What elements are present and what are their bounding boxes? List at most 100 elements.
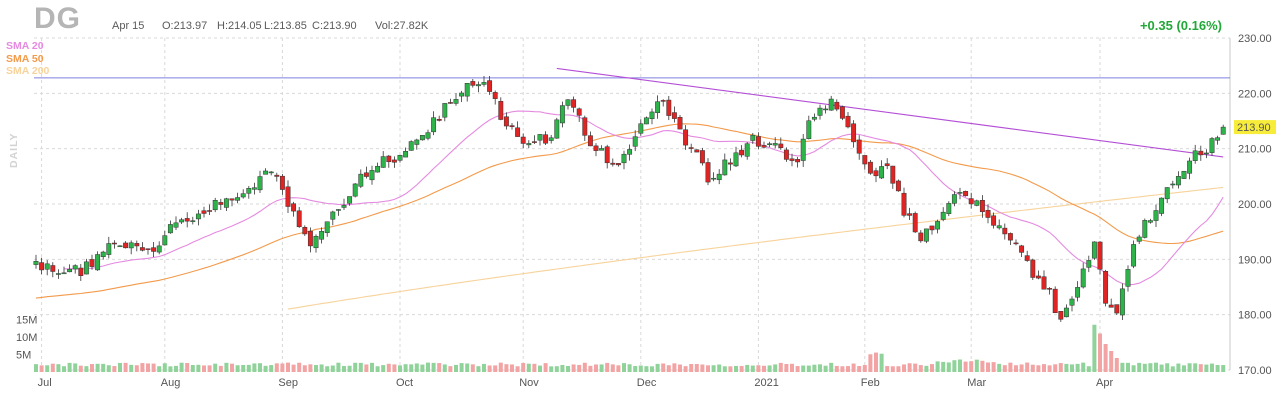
volume-bar [980,360,985,372]
volume-bar [274,363,279,372]
candle-body [834,101,840,110]
candle-body [347,196,353,204]
volume-bar [655,363,660,372]
volume-bar [801,365,806,372]
price-tick-label: 200.00 [1238,199,1272,211]
candle-body [957,192,963,194]
candle [711,172,717,182]
candle-body [593,145,599,151]
volume-bar [650,366,654,372]
candle [655,95,661,119]
candle [767,141,773,148]
volume-bar [851,363,856,372]
candle [358,169,364,189]
volume-bar [1103,344,1108,372]
volume-bar [672,363,677,372]
candle-body [117,245,123,248]
candle [571,96,577,113]
candle-body [184,218,190,222]
candle [856,135,862,160]
candle-body [968,198,974,205]
candle-body [1013,242,1019,245]
candle-body [55,273,61,275]
volume-bar [538,365,542,372]
volume-bar [784,364,789,372]
candle [907,207,913,221]
candle-body [767,143,773,145]
volume-bar [795,366,800,372]
candle [1007,232,1013,245]
candle-body [33,261,39,265]
volume-tick-label: 10M [16,332,37,344]
candle-body [251,187,257,190]
candle [1069,296,1075,312]
candle [67,264,73,273]
candle-body [369,170,375,181]
candle-body [268,171,274,174]
volume-bar [101,363,106,372]
candle [72,264,78,274]
candle-body [179,219,185,223]
candle [330,210,336,226]
price-tick-label: 220.00 [1238,88,1272,100]
candle-body [778,143,784,149]
candle-body [173,222,179,228]
candle-body [498,101,504,120]
candle-body [487,80,493,92]
candle-body [856,139,862,154]
candle-body [106,243,112,255]
candle [408,140,414,151]
candle [487,76,493,95]
candle-body [246,188,252,194]
volume-bar [476,366,481,372]
candle [705,158,711,186]
candle [201,206,207,218]
candle [946,201,952,217]
candle [817,104,823,120]
candle-body [190,220,196,222]
volume-bar [174,365,178,372]
candle [481,75,487,87]
candle [660,99,666,107]
candle-body [313,235,319,249]
candle-body [800,138,806,161]
volume-bar [246,364,251,372]
candle-body [744,143,750,157]
candle-body [78,267,84,276]
volume-bar [1176,363,1181,372]
volume-bar [610,364,615,372]
candle-body [1069,298,1075,306]
volume-bar [146,363,150,372]
candle [935,219,941,234]
volume-bar [812,364,817,372]
volume-bar [1053,364,1058,372]
candle [627,144,633,161]
candle [347,196,353,206]
candle-body [649,111,655,120]
candle-body [296,210,302,228]
volume-bar [347,365,352,372]
volume-bar [207,365,212,372]
volume-bar [168,366,173,372]
volume-bar [420,364,425,372]
candle-body [1181,170,1187,179]
volume-bar [554,366,559,372]
candle-body [419,135,425,141]
candle-body [1209,138,1215,153]
volume-bar [258,363,262,372]
candle-body [1142,220,1148,238]
candle [386,154,392,168]
candle-body [319,231,325,240]
volume-bar [336,362,341,372]
candle [324,221,330,237]
candle [240,189,246,199]
volume-bar [1064,363,1069,372]
candle [565,99,571,110]
volume-bar [50,363,55,372]
volume-bar [414,363,419,372]
candle [772,137,778,149]
volume-bar [666,365,671,372]
candle-body [638,123,644,134]
volume-bar [162,363,167,372]
volume-bar [314,365,318,372]
